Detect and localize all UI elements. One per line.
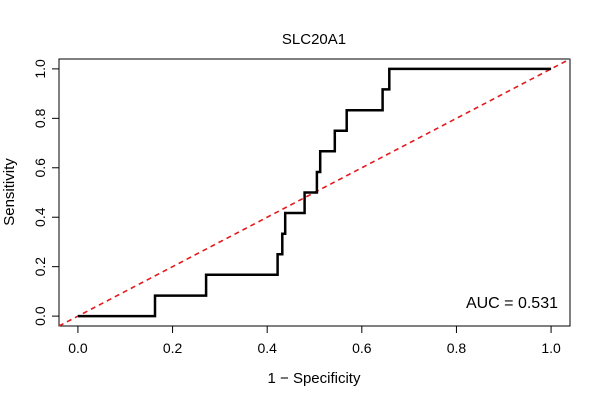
y-tick-label: 0.8 bbox=[32, 108, 48, 128]
x-tick-label: 0.6 bbox=[352, 340, 372, 356]
x-tick-label: 1.0 bbox=[541, 340, 561, 356]
x-axis: 0.0 0.2 0.4 0.6 0.8 1.0 bbox=[68, 325, 561, 356]
x-tick-label: 0.8 bbox=[447, 340, 467, 356]
roc-curve bbox=[77, 67, 552, 318]
plot-area bbox=[58, 58, 571, 327]
x-tick-label: 0.4 bbox=[257, 340, 277, 356]
y-axis-title: Sensitivity bbox=[1, 158, 18, 226]
y-tick-label: 0.6 bbox=[32, 158, 48, 178]
auc-annotation: AUC = 0.531 bbox=[466, 295, 558, 312]
y-tick-label: 0.2 bbox=[32, 257, 48, 277]
chart-title: SLC20A1 bbox=[282, 31, 346, 48]
x-tick-label: 0.2 bbox=[163, 340, 183, 356]
y-tick-label: 0.4 bbox=[32, 207, 48, 227]
x-tick-label: 0.0 bbox=[68, 340, 88, 356]
y-axis: 0.0 0.2 0.4 0.6 0.8 1.0 bbox=[32, 59, 60, 326]
y-tick-label: 0.0 bbox=[32, 306, 48, 326]
x-axis-title: 1 − Specificity bbox=[268, 370, 361, 387]
y-tick-label: 1.0 bbox=[32, 59, 48, 79]
